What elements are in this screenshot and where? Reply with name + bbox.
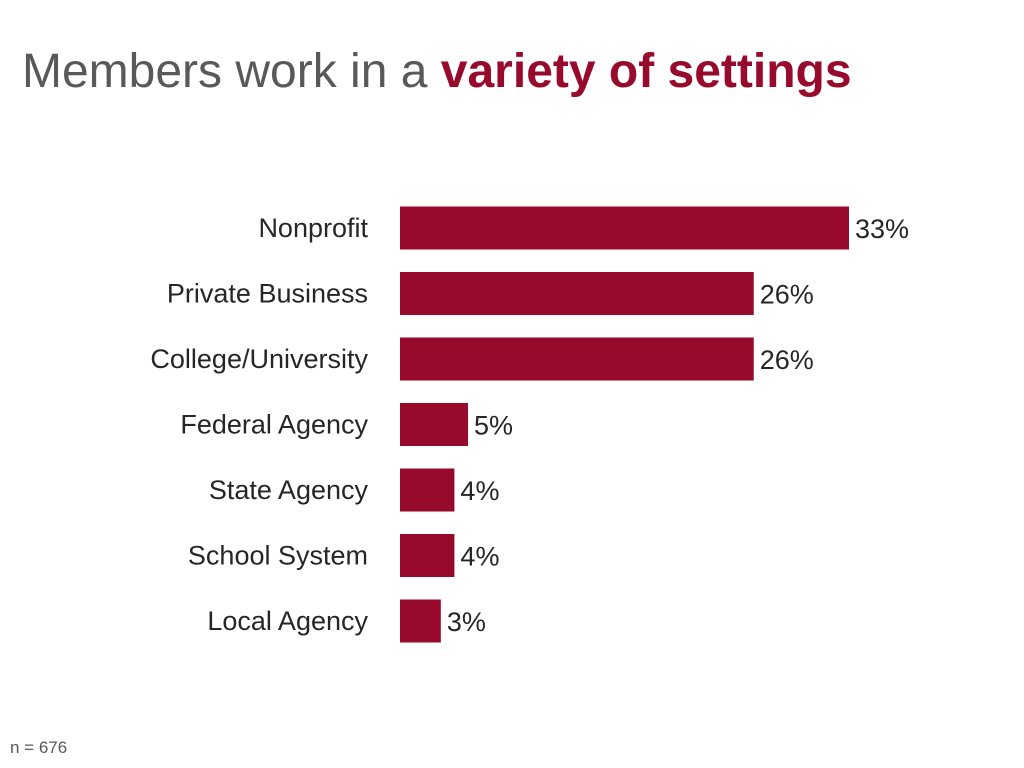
category-labels-group: Nonprofit Private Business College/Univers… <box>150 213 368 636</box>
category-label: Nonprofit <box>258 213 368 243</box>
category-label: Federal Agency <box>180 410 368 440</box>
value-label: 26% <box>760 345 814 375</box>
bar-college-university <box>400 337 754 381</box>
category-label: College/University <box>150 344 368 374</box>
value-label: 26% <box>760 280 814 310</box>
bar-local-agency <box>400 599 441 643</box>
value-label: 4% <box>460 476 499 506</box>
page-title: Members work in a variety of settings <box>22 42 852 102</box>
bars-group <box>400 206 849 643</box>
category-label: State Agency <box>209 475 369 505</box>
value-label: 5% <box>474 411 513 441</box>
bar-federal-agency <box>400 403 469 446</box>
title-emphasis: variety of settings <box>440 45 852 98</box>
title-prefix: Members work in a <box>22 45 441 98</box>
value-label: 3% <box>447 607 486 637</box>
value-labels-group: 33% 26% 26% 5% 4% 4% 3% <box>447 214 909 637</box>
category-label: Local Agency <box>207 606 368 636</box>
category-label: School System <box>188 541 368 571</box>
bar-state-agency <box>400 468 455 512</box>
value-label: 33% <box>855 214 909 244</box>
value-label: 4% <box>460 542 499 572</box>
bar-nonprofit <box>400 206 849 250</box>
category-label: Private Business <box>167 279 368 309</box>
bar-chart: Nonprofit Private Business College/Univers… <box>150 206 909 643</box>
bar-private-business <box>400 272 754 315</box>
sample-size-note: n = 676 <box>10 738 68 757</box>
bar-school-system <box>400 534 455 577</box>
